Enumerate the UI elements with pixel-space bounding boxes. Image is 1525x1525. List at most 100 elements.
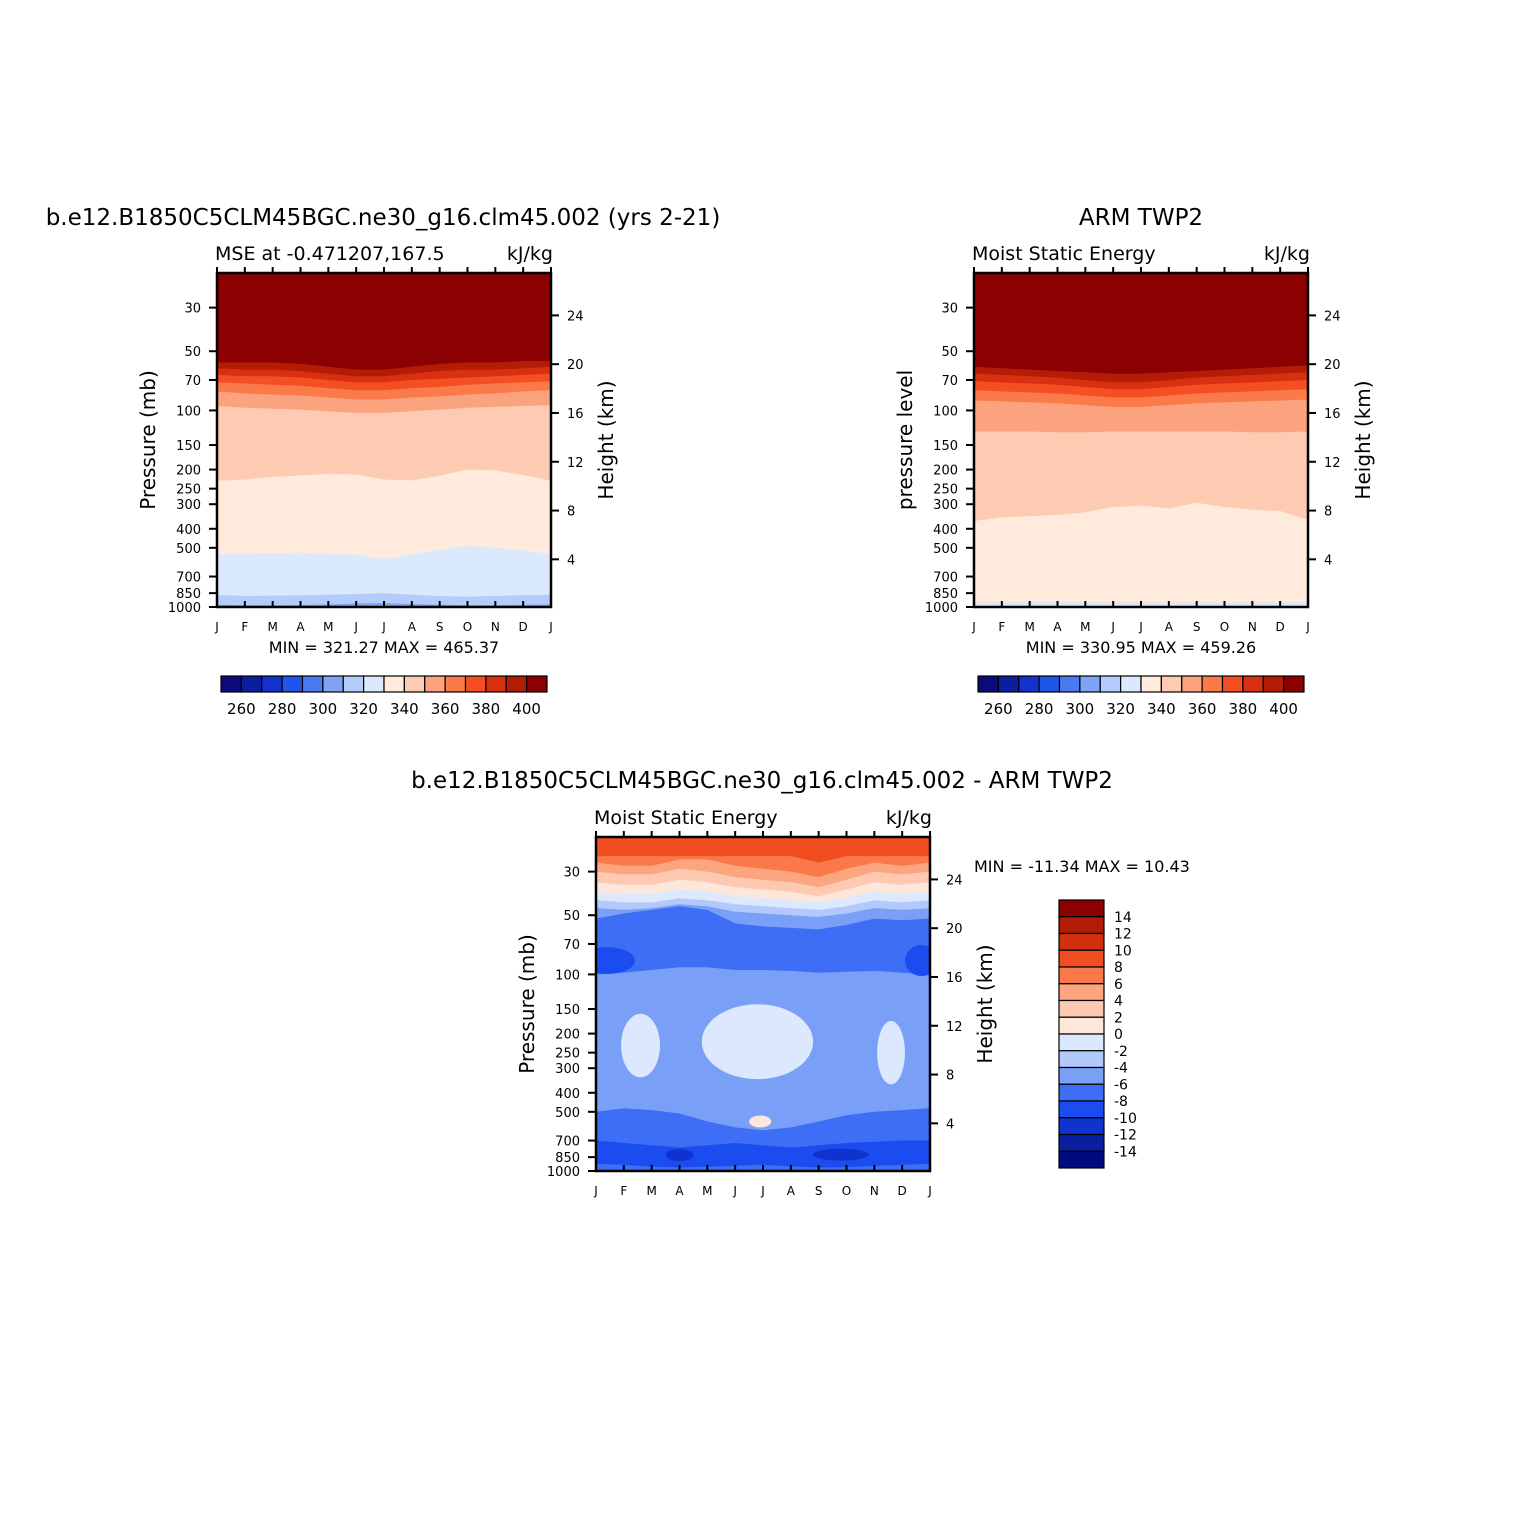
y-right-axis-label: Height (km) [973, 944, 997, 1063]
contour-blob [665, 1149, 694, 1162]
x-tick-label: A [1165, 620, 1174, 634]
x-tick-label: N [870, 1184, 879, 1198]
colorbar-swatch [464, 675, 487, 693]
colorbar-swatch [1058, 675, 1081, 693]
colorbar-swatch [1283, 675, 1305, 693]
colorbar-label: 0 [1114, 1027, 1123, 1043]
colorbar-label: 360 [431, 700, 460, 718]
colorbar-swatch [444, 675, 467, 693]
colorbar-swatch [1242, 675, 1264, 693]
colorbar-swatch [505, 675, 528, 693]
x-tick-label: A [296, 620, 305, 634]
x-tick-label: D [519, 620, 528, 634]
x-tick-label: S [1193, 620, 1201, 634]
x-tick-label: J [214, 620, 219, 634]
colorbar-label: 280 [1025, 700, 1054, 718]
x-tick-label: M [323, 620, 333, 634]
x-tick-label: D [898, 1184, 907, 1198]
y-right-tick-label: 20 [1324, 358, 1341, 373]
colorbar-swatch [1058, 1033, 1105, 1052]
y-right-tick-label: 20 [946, 922, 963, 937]
y-tick-label: 1000 [168, 601, 201, 616]
colorbar-label: 340 [390, 700, 419, 718]
colorbar-swatch [342, 675, 365, 693]
y-tick-label: 850 [555, 1151, 580, 1166]
colorbar-swatch [526, 675, 548, 693]
colorbar-swatch [1058, 999, 1105, 1018]
y-tick-label: 300 [176, 498, 201, 513]
contour-fills [974, 273, 1308, 607]
colorbar-label: 360 [1188, 700, 1217, 718]
chart-title: b.e12.B1850C5CLM45BGC.ne30_g16.clm45.002… [46, 205, 721, 231]
colorbar-label: 12 [1114, 927, 1132, 943]
min-max-stats: MIN = -11.34 MAX = 10.43 [974, 857, 1190, 876]
colorbar-swatch [220, 675, 242, 693]
y-tick-label: 200 [176, 464, 201, 479]
colorbar-label: 320 [349, 700, 378, 718]
colorbar-swatch [1058, 1083, 1105, 1102]
colorbar-swatch [301, 675, 324, 693]
x-tick-label: A [787, 1184, 796, 1198]
y-right-tick-label: 20 [567, 358, 584, 373]
y-tick-label: 30 [941, 302, 958, 317]
y-axis-label: Pressure (mb) [136, 370, 160, 510]
y-tick-label: 400 [176, 523, 201, 538]
y-right-tick-label: 4 [946, 1117, 954, 1132]
colorbar-swatch [1058, 916, 1105, 935]
colorbar: 260 280 300 320 340 360 380 400 [977, 675, 1305, 718]
colorbar-label: 300 [309, 700, 338, 718]
x-tick-label: J [1138, 620, 1143, 634]
units-label: kJ/kg [1264, 243, 1310, 265]
x-tick-label: J [353, 620, 358, 634]
contour-band [974, 502, 1308, 607]
difference-plot: b.e12.B1850C5CLM45BGC.ne30_g16.clm45.002… [411, 768, 1190, 1198]
colorbar-swatch [1058, 1050, 1105, 1069]
y-tick-label: 150 [176, 439, 201, 454]
y-tick-label: 50 [563, 909, 580, 924]
min-max-stats: MIN = 321.27 MAX = 465.37 [269, 638, 499, 657]
colorbar-swatch [1058, 1100, 1105, 1119]
colorbar-swatch [1120, 675, 1142, 693]
x-tick-label: M [702, 1184, 712, 1198]
contour-blob [877, 1020, 905, 1085]
y-right-axis-label: Height (km) [594, 380, 618, 499]
colorbar-label: 2 [1114, 1010, 1123, 1026]
colorbar-swatch [1140, 675, 1162, 693]
contour-fills [596, 837, 930, 1171]
y-right-tick-label: 12 [567, 456, 584, 471]
y-tick-label: 700 [555, 1135, 580, 1150]
x-tick-label: M [1080, 620, 1090, 634]
colorbar-swatch [997, 675, 1020, 693]
colorbar-swatch [322, 675, 344, 693]
x-tick-label: S [815, 1184, 823, 1198]
colorbar-label: -2 [1114, 1044, 1128, 1060]
y-right-tick-label: 8 [1324, 505, 1332, 520]
y-tick-label: 500 [555, 1106, 580, 1121]
y-tick-label: 30 [563, 866, 580, 881]
chart-subtitle: Moist Static Energy [594, 807, 778, 829]
y-tick-label: 100 [176, 404, 201, 419]
chart-subtitle: Moist Static Energy [972, 243, 1156, 265]
y-tick-label: 70 [563, 938, 580, 953]
contour-blob [621, 1013, 661, 1078]
colorbar-swatch [403, 675, 426, 693]
colorbar-label: 280 [268, 700, 297, 718]
units-label: kJ/kg [507, 243, 553, 265]
y-right-tick-label: 4 [1324, 553, 1332, 568]
y-tick-label: 400 [933, 523, 958, 538]
colorbar-swatch [977, 675, 999, 693]
colorbar-label: 260 [984, 700, 1013, 718]
x-tick-label: D [1276, 620, 1285, 634]
y-right-tick-label: 8 [946, 1069, 954, 1084]
colorbar-swatch [1038, 675, 1061, 693]
y-tick-label: 100 [933, 404, 958, 419]
y-tick-label: 50 [941, 345, 958, 360]
contour-blob [904, 944, 930, 977]
y-tick-label: 250 [555, 1047, 580, 1062]
colorbar-swatch [1099, 675, 1122, 693]
colorbar-label: 380 [472, 700, 501, 718]
colorbar-swatch [1018, 675, 1040, 693]
y-right-tick-label: 24 [1324, 309, 1341, 324]
colorbar-swatch [1262, 675, 1285, 693]
